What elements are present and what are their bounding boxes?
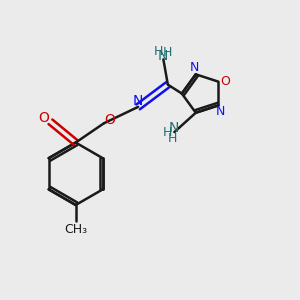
Text: H: H bbox=[153, 45, 163, 58]
Text: H: H bbox=[163, 126, 172, 139]
Text: N: N bbox=[216, 105, 225, 119]
Text: H: H bbox=[163, 46, 172, 59]
Text: H: H bbox=[168, 132, 178, 145]
Text: CH₃: CH₃ bbox=[64, 223, 87, 236]
Text: O: O bbox=[38, 111, 49, 125]
Text: N: N bbox=[169, 121, 179, 135]
Text: O: O bbox=[104, 113, 115, 127]
Text: N: N bbox=[133, 94, 143, 108]
Text: N: N bbox=[158, 50, 168, 63]
Text: N: N bbox=[190, 61, 199, 74]
Text: O: O bbox=[220, 75, 230, 88]
